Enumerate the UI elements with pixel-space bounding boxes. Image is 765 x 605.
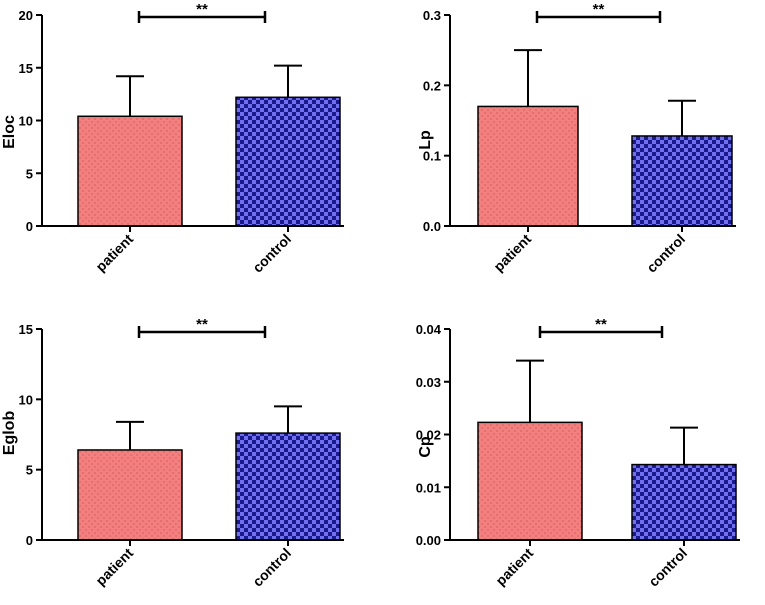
- bar-control: [631, 135, 733, 227]
- x-tick-label-patient: patient: [490, 231, 534, 275]
- bar-control: [631, 463, 737, 541]
- y-tick-label: 5: [26, 463, 33, 478]
- y-tick-label: 0.02: [416, 428, 441, 443]
- x-tick-label-patient: patient: [92, 231, 136, 275]
- y-tick-label: 0.2: [423, 78, 441, 93]
- bar-patient: [477, 105, 579, 227]
- y-tick-label: 20: [19, 8, 33, 23]
- significance-label: **: [595, 316, 607, 333]
- y-tick-label: 0.3: [423, 8, 441, 23]
- bar-patient: [77, 449, 183, 541]
- y-axis-label: Cp: [417, 436, 434, 458]
- y-axis-label: Eloc: [1, 115, 18, 149]
- x-tick-label-patient: patient: [492, 545, 536, 589]
- y-tick-label: 0.0: [423, 219, 441, 234]
- bar-control: [235, 96, 341, 227]
- significance-label: **: [196, 1, 208, 18]
- y-tick-label: 0.00: [416, 533, 441, 548]
- panel-eloc: 0 5 10 15 20 patient control Eloc **: [1, 1, 344, 276]
- x-tick-label-control: control: [249, 231, 294, 276]
- panel-eglob: 0 5 10 15 patient control Eglob **: [1, 316, 344, 590]
- panel-cp: 0.00 0.01 0.02 0.03 0.04 patient control Cp **: [416, 316, 740, 590]
- y-axis-label: Lp: [417, 130, 434, 150]
- y-tick-label: 0.01: [416, 480, 441, 495]
- x-tick-label-control: control: [645, 545, 690, 590]
- y-tick-label: 0.1: [423, 149, 441, 164]
- y-tick-label: 15: [19, 322, 33, 337]
- bar-control: [235, 432, 341, 541]
- y-tick-label: 10: [19, 392, 33, 407]
- x-tick-label-control: control: [643, 231, 688, 276]
- significance-label: **: [196, 316, 208, 333]
- y-tick-label: 10: [19, 114, 33, 129]
- y-tick-label: 5: [26, 166, 33, 181]
- significance-label: **: [593, 1, 605, 18]
- y-tick-label: 0.04: [416, 322, 442, 337]
- y-tick-label: 15: [19, 61, 33, 76]
- y-tick-label: 0: [26, 533, 33, 548]
- bar-patient: [477, 421, 583, 541]
- y-axis-label: Eglob: [1, 411, 18, 456]
- y-tick-label: 0: [26, 219, 33, 234]
- x-tick-label-control: control: [249, 545, 294, 590]
- x-tick-label-patient: patient: [92, 545, 136, 589]
- panel-lp: 0.0 0.1 0.2 0.3 patient control Lp **: [417, 1, 736, 276]
- y-tick-label: 0.03: [416, 375, 441, 390]
- bar-patient: [77, 115, 183, 227]
